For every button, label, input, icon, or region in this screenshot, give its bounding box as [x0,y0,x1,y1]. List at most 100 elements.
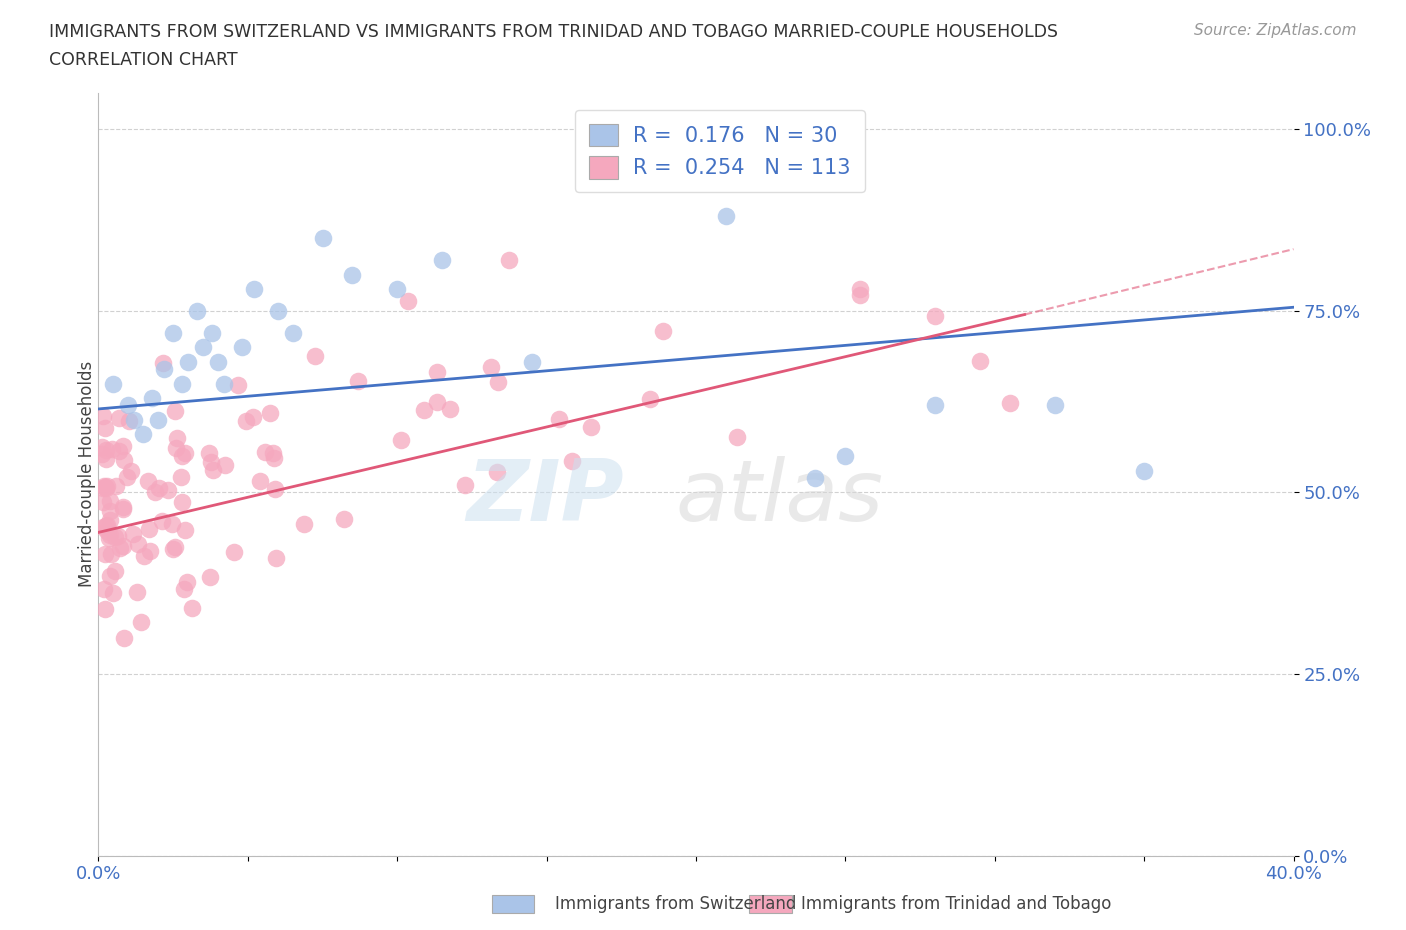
Point [998,395,1021,410]
Point [191,339,214,354]
Point [969,354,991,369]
Legend: R =  0.176   N = 30, R =  0.254   N = 113: R = 0.176 N = 30, R = 0.254 N = 113 [575,111,865,193]
Point [138,522,160,537]
Point [486,465,509,480]
Point [139,544,162,559]
Point [242,409,264,424]
Point [91,495,114,510]
Point [93,547,115,562]
Point [136,473,159,488]
Point [98,527,121,542]
Point [849,282,872,297]
Point [118,414,141,429]
Point [170,470,193,485]
Point [148,412,170,427]
Point [96,443,118,458]
Point [112,438,135,453]
Point [426,394,449,409]
Point [162,326,184,340]
Point [281,326,304,340]
Point [103,376,125,391]
Point [132,427,155,442]
Point [214,458,236,472]
Point [186,303,208,318]
Point [834,448,856,463]
Point [107,528,129,543]
Point [96,524,118,538]
Point [98,504,121,519]
Point [924,309,946,324]
Point [714,209,737,224]
Point [638,392,661,407]
Text: IMMIGRANTS FROM SWITZERLAND VS IMMIGRANTS FROM TRINIDAD AND TOBAGO MARRIED-COUPL: IMMIGRANTS FROM SWITZERLAND VS IMMIGRANT… [49,23,1059,41]
Point [226,378,249,392]
Point [94,420,117,435]
Point [104,564,127,578]
Point [172,376,194,391]
Point [263,482,285,497]
Point [170,448,193,463]
Point [143,485,166,499]
Point [652,324,675,339]
Point [96,517,118,532]
Point [100,546,122,561]
Point [94,452,117,467]
Point [129,615,152,630]
Point [198,569,221,584]
Point [725,430,748,445]
Point [96,519,118,534]
Point [132,549,155,564]
Point [804,471,827,485]
Point [173,582,195,597]
Point [1043,398,1066,413]
Point [207,354,229,369]
Point [439,401,461,416]
Point [153,362,176,377]
Point [249,473,271,488]
Point [112,452,135,467]
Point [101,441,124,456]
Point [292,516,315,531]
Point [486,375,509,390]
Point [430,253,453,268]
Point [162,517,184,532]
Point [91,520,114,535]
Point [97,530,120,545]
Point [110,540,132,555]
Point [498,253,520,268]
Point [849,287,872,302]
Point [127,537,149,551]
Point [108,444,131,458]
Text: ZIP: ZIP [467,456,624,538]
Point [152,355,174,370]
Point [342,267,364,282]
Point [396,294,419,309]
Point [346,374,368,389]
Point [479,360,502,375]
Point [198,445,221,460]
Point [117,398,139,413]
Point [165,440,187,455]
Text: Immigrants from Switzerland: Immigrants from Switzerland [555,895,797,913]
Point [112,538,135,553]
Y-axis label: Married-couple Households: Married-couple Households [79,361,96,588]
Point [98,494,121,509]
Point [166,431,188,445]
Point [98,569,121,584]
Point [101,586,124,601]
Text: atlas: atlas [676,456,883,538]
Point [170,494,193,509]
Point [165,540,187,555]
Point [112,499,135,514]
Point [104,479,127,494]
Point [1133,463,1156,478]
Point [304,349,326,364]
Point [165,404,187,418]
Point [547,411,569,426]
Point [150,513,173,528]
Point [235,414,257,429]
Point [263,451,285,466]
Point [91,408,114,423]
Point [222,545,245,560]
Point [91,481,114,496]
